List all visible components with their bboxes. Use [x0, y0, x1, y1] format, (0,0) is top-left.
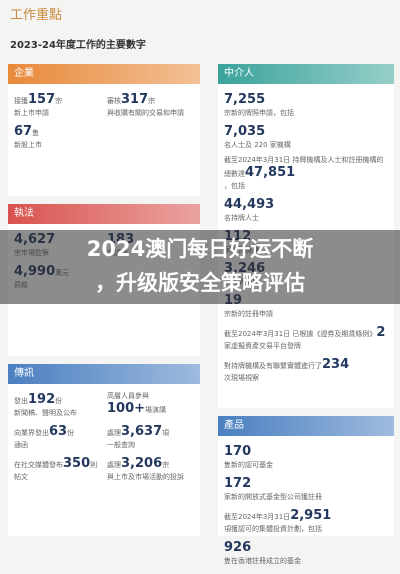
section-header: 企業	[8, 64, 200, 84]
item-label: 新股上市	[14, 140, 42, 149]
item-label: 通函	[14, 440, 28, 449]
section-header: 執法	[8, 204, 200, 224]
item-lead: 截至2024年3月31日 持牌機構及人士和註冊機構的總數達	[224, 155, 384, 179]
item: 接獲157宗 新上市申請	[14, 92, 101, 118]
item: 對持牌機構及有聯繫實體進行了234 次現場視察	[224, 357, 388, 383]
item: 172 家新的開放式基金型公司獲註冊	[224, 476, 388, 502]
overlay: 2024澳门每日好运不断 ，升级版安全策略评估	[0, 230, 400, 304]
item-lead: 處理	[107, 460, 121, 469]
title: 工作重點	[10, 8, 63, 23]
item-figure: 317	[121, 92, 149, 107]
item: 7,035 名人士及 220 家機構	[224, 124, 388, 150]
item-figure: 192	[28, 392, 56, 407]
item-unit: 宗	[148, 97, 156, 105]
item-lead: 高層人員參與	[107, 392, 149, 400]
subtitle: 2023-24年度工作的主要數字	[10, 40, 146, 51]
item: 截至2024年3月31日 持牌機構及人士和註冊機構的總數達47,851 ，包括	[224, 156, 388, 191]
item-lead: 截至2024年3月31日 已根據《證券及期貨條例》	[224, 329, 377, 338]
item: 在社交媒體發布350則帖文	[14, 456, 101, 482]
item-label: 家新的開放式基金型公司獲註冊	[224, 492, 322, 501]
item: 發出192份新聞稿、聲明及公布	[14, 392, 101, 418]
item-label: 家虛擬資產交易平台發牌	[224, 341, 301, 350]
item-label: 宗新的註冊申請	[224, 309, 273, 318]
item-lead: 對持牌機構及有聯繫實體進行了	[224, 361, 322, 370]
section-header: 產品	[218, 416, 394, 436]
item: 審核317宗與收購有關的交易和申請	[107, 92, 194, 118]
item: 高層人員參與100+場演講	[107, 392, 194, 418]
item: 向業界發出63份通函	[14, 424, 101, 450]
item: 截至2024年3月31日 已根據《證券及期貨條例》2 家虛擬資產交易平台發牌	[224, 325, 388, 351]
item-figure: 2,951	[290, 507, 332, 523]
item-figure: 100+	[107, 401, 146, 417]
item-label: 名人士及 220 家機構	[224, 140, 291, 149]
item-figure: 926	[224, 539, 252, 555]
page: 工作重點 2023-24年度工作的主要數字 企業 接獲157宗 新上市申請 審核317…	[0, 8, 400, 565]
item-unit: 則帖文	[14, 460, 98, 481]
item: 67隻新股上市	[14, 124, 101, 150]
item: 7,255 宗新的牌照申請，包括	[224, 92, 388, 118]
item-label: 宗新的牌照申請，包括	[224, 108, 294, 117]
item-lead: 審核	[107, 97, 121, 105]
item-lead: 在社交媒體發布	[14, 460, 63, 469]
item-label: 與上市及市場活動的投訴	[107, 472, 184, 481]
item: 截至2024年3月31日2,951 項獲認可的集體投資計劃，包括	[224, 508, 388, 534]
item-figure: 157	[28, 92, 56, 107]
item-label: 隻在香港註冊成立的基金	[224, 556, 301, 565]
item-figure: 350	[63, 455, 91, 471]
section: 傳訊 發出192份 新聞稿、聲明及公布 高層人員參與100+場演講 向業界發出63份 通函…	[8, 364, 200, 536]
item: 44,493 名持牌人士	[224, 197, 388, 223]
item-unit: 隻	[32, 128, 40, 137]
item-grid: 接獲157宗 新上市申請 審核317宗 與收購有關的交易和申請 67隻 新股上市	[8, 84, 200, 158]
item-unit: 項	[162, 428, 170, 437]
item-unit: 份	[55, 397, 63, 405]
section: 企業 接獲157宗 新上市申請 審核317宗 與收購有關的交易和申請 67隻 新股上市	[8, 64, 200, 196]
item-unit: 場演講	[145, 406, 167, 415]
item-label: 新聞稿、聲明及公布	[14, 408, 77, 417]
overlay-line: 2024澳门每日好运不断	[86, 237, 314, 261]
item: 處理3,206宗與上市及市場活動的投訴	[107, 456, 194, 482]
item-unit: 宗	[162, 460, 170, 469]
item-label: 次現場視察	[224, 373, 259, 382]
item-unit: 宗	[55, 97, 63, 105]
item-grid: 170 隻新的認可基金 172 家新的開放式基金型公司獲註冊 截至2024年3月31日2…	[218, 436, 394, 574]
item-figure: 234	[322, 356, 350, 372]
item-lead: 發出	[14, 397, 28, 405]
item-figure: 172	[224, 475, 252, 491]
item-lead: 接獲	[14, 97, 28, 105]
item: 處理3,637項一般查詢	[107, 424, 194, 450]
item-figure: 3,637	[121, 423, 163, 439]
section-header: 傳訊	[8, 364, 200, 384]
item-figure: 63	[49, 423, 68, 439]
item-lead: 截至2024年3月31日	[224, 512, 291, 521]
section-header: 中介人	[218, 64, 394, 84]
item-figure: 44,493	[224, 197, 275, 213]
item-label: 與收購有關的交易和申請	[107, 108, 184, 117]
item-label: 名持牌人士	[224, 213, 259, 222]
item-figure: 3,206	[121, 455, 163, 471]
section: 產品 170 隻新的認可基金 172 家新的開放式基金型公司獲註冊 截至2024年3月31…	[218, 416, 394, 565]
item-figure: 67	[14, 123, 33, 139]
item: 170 隻新的認可基金	[224, 444, 388, 470]
item-label: ，包括	[224, 181, 245, 190]
item-figure: 7,255	[224, 92, 266, 107]
item-label: 新上市申請	[14, 108, 49, 117]
overlay-line: ，升级版安全策略评估	[95, 271, 305, 295]
item-label: 一般查詢	[107, 440, 135, 449]
item-figure: 170	[224, 444, 252, 459]
item-label: 項獲認可的集體投資計劃，包括	[224, 524, 322, 533]
item-lead: 向業界發出	[14, 428, 49, 437]
item-figure: 2	[376, 324, 386, 340]
item-unit: 份	[67, 428, 75, 437]
item-figure: 47,851	[245, 165, 296, 181]
item-figure: 7,035	[224, 123, 266, 139]
item-lead: 處理	[107, 428, 121, 437]
item: 926 隻在香港註冊成立的基金	[224, 540, 388, 566]
item-grid: 發出192份 新聞稿、聲明及公布 高層人員參與100+場演講 向業界發出63份 通函 處理…	[8, 384, 200, 490]
item-label: 隻新的認可基金	[224, 460, 273, 469]
